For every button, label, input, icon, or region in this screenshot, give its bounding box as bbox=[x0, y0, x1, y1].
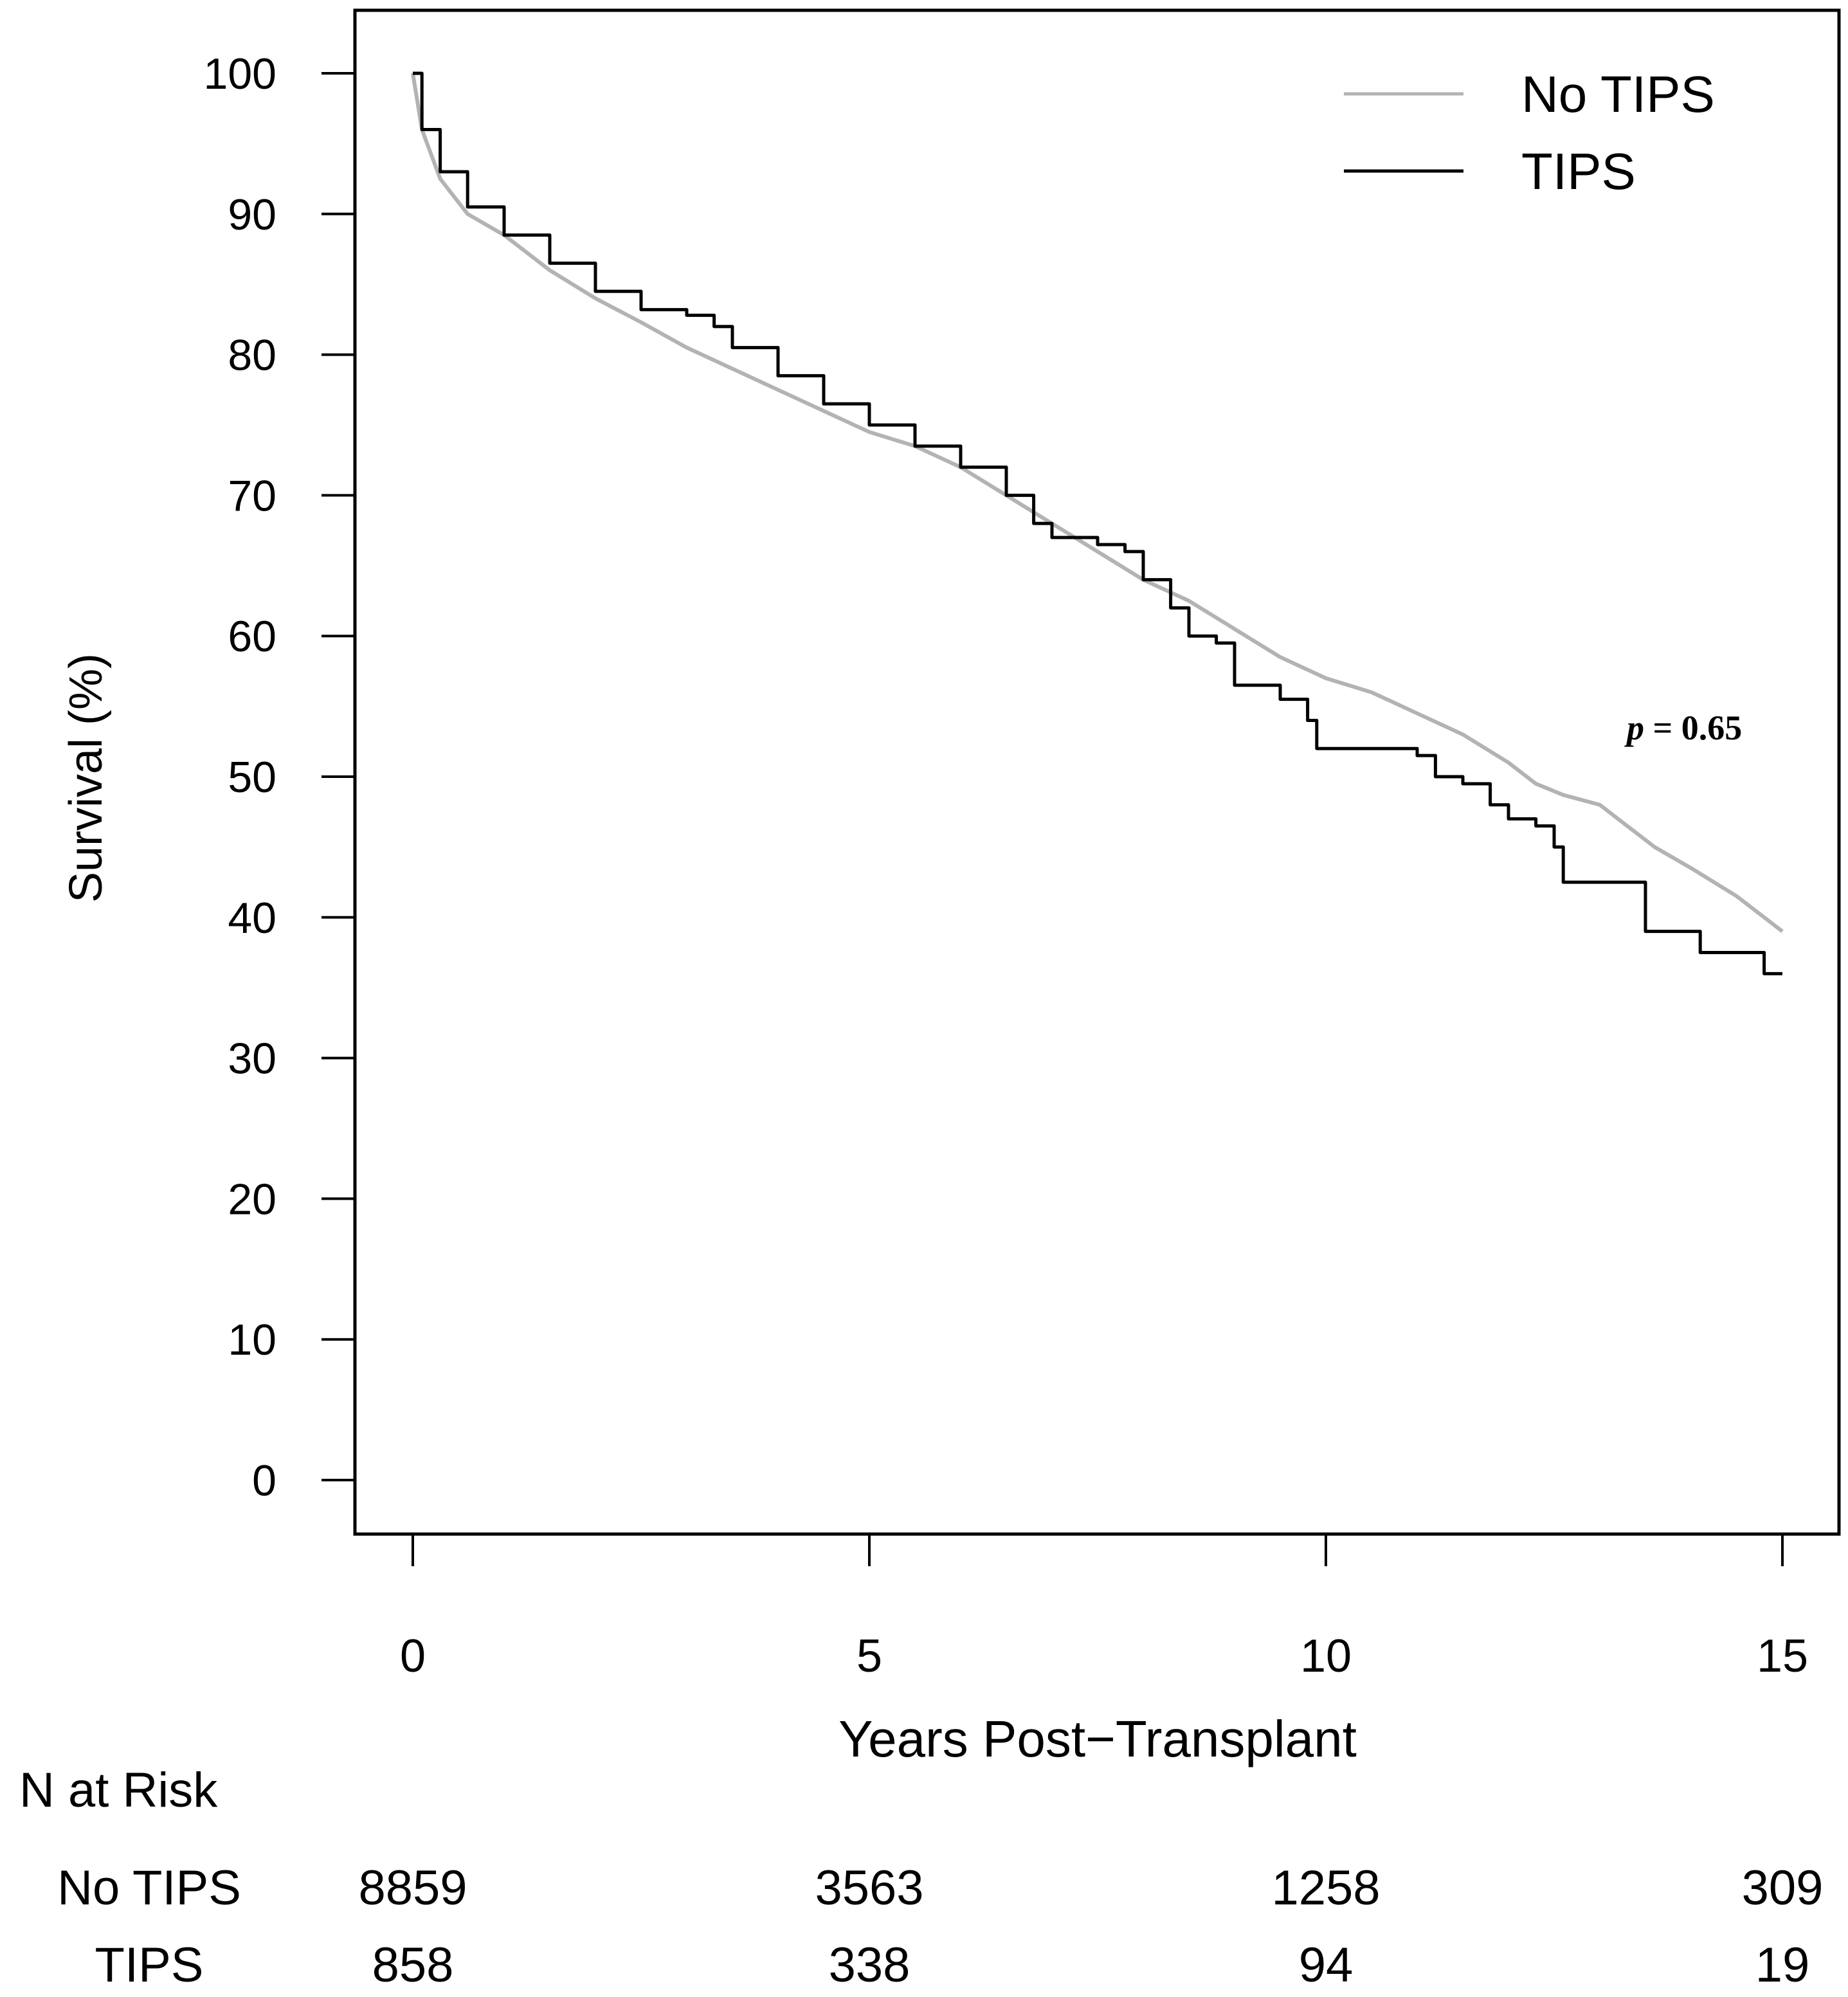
y-tick-label: 0 bbox=[252, 1456, 276, 1505]
y-tick-label: 50 bbox=[228, 753, 276, 802]
risk-value: 1258 bbox=[1271, 1861, 1380, 1915]
x-axis: 0 5 10 15 bbox=[400, 1534, 1808, 1682]
legend-label: No TIPS bbox=[1521, 66, 1715, 123]
risk-value: 94 bbox=[1299, 1938, 1354, 1992]
x-tick-label: 10 bbox=[1300, 1631, 1352, 1682]
y-axis: 0 10 20 30 40 50 60 70 80 90 100 bbox=[204, 50, 355, 1505]
plot-frame bbox=[353, 8, 1841, 1536]
y-tick-label: 90 bbox=[228, 190, 276, 239]
risk-table: N at Risk No TIPS 8859 3563 1258 309 TIPS 858 33… bbox=[19, 1763, 1823, 1992]
risk-table-title: N at Risk bbox=[19, 1763, 218, 1818]
x-axis-label: Years Post−Transplant bbox=[838, 1710, 1357, 1767]
risk-value: 858 bbox=[372, 1938, 454, 1992]
x-tick-label: 0 bbox=[400, 1631, 426, 1682]
y-tick-label: 60 bbox=[228, 612, 276, 661]
y-axis-label: Survival (%) bbox=[60, 653, 112, 903]
risk-value: 8859 bbox=[358, 1861, 467, 1915]
risk-value: 19 bbox=[1755, 1938, 1810, 1992]
x-tick-label: 15 bbox=[1757, 1631, 1808, 1682]
risk-row-label: No TIPS bbox=[57, 1861, 241, 1915]
legend-label: TIPS bbox=[1521, 143, 1636, 200]
p-value: = 0.65 bbox=[1644, 709, 1742, 747]
y-tick-label: 20 bbox=[228, 1175, 276, 1224]
series-group bbox=[411, 71, 1784, 975]
y-tick-label: 30 bbox=[228, 1035, 276, 1083]
risk-value: 309 bbox=[1742, 1861, 1824, 1915]
p-symbol: p bbox=[1624, 709, 1644, 747]
y-tick-label: 70 bbox=[228, 471, 276, 520]
p-value-annotation: p = 0.65 bbox=[1624, 709, 1742, 747]
risk-row-label: TIPS bbox=[95, 1938, 204, 1992]
risk-value: 3563 bbox=[815, 1861, 923, 1915]
y-tick-label: 40 bbox=[228, 894, 276, 943]
series-line-no-tips bbox=[411, 73, 1784, 934]
x-tick-label: 5 bbox=[856, 1631, 882, 1682]
series-line-tips bbox=[413, 71, 1782, 975]
risk-value: 338 bbox=[829, 1938, 910, 1992]
y-tick-label: 10 bbox=[228, 1315, 276, 1364]
y-tick-label: 80 bbox=[228, 331, 276, 380]
legend: No TIPS TIPS bbox=[1344, 66, 1715, 200]
y-tick-label: 100 bbox=[204, 50, 276, 98]
